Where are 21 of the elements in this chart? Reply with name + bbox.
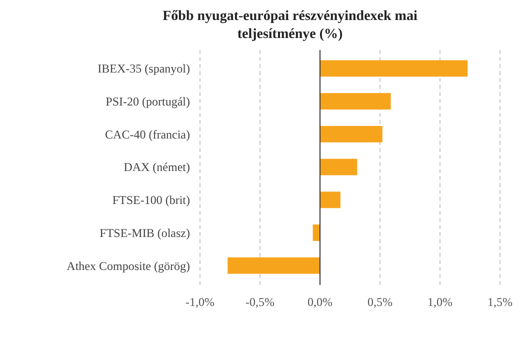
bar	[320, 126, 382, 142]
bar	[228, 257, 320, 274]
bar	[320, 192, 340, 208]
y-tick-label: IBEX-35 (spanyol)	[98, 62, 190, 76]
x-tick-label: 0,5%	[368, 295, 392, 309]
x-tick-label: 1,0%	[428, 295, 452, 309]
x-tick-label: -0,5%	[246, 295, 274, 309]
bar	[320, 158, 358, 176]
y-tick-label: PSI-20 (portugál)	[106, 94, 190, 108]
y-tick-label: DAX (német)	[124, 160, 190, 174]
bar	[320, 93, 391, 110]
x-tick-label: -1,0%	[186, 295, 214, 309]
y-tick-label: CAC-40 (francia)	[105, 127, 190, 142]
bar	[312, 224, 320, 241]
y-tick-label: FTSE-MIB (olasz)	[100, 226, 190, 240]
bar	[320, 60, 468, 77]
y-tick-label: Athex Composite (görög)	[66, 258, 190, 273]
x-tick-label: 0,0%	[308, 295, 332, 309]
y-tick-label: FTSE-100 (brit)	[112, 193, 190, 208]
x-tick-label: 1,5%	[488, 295, 512, 309]
chart-title: Főbb nyugat-európai részvényindexek mai teljesítménye (%)	[162, 9, 418, 42]
